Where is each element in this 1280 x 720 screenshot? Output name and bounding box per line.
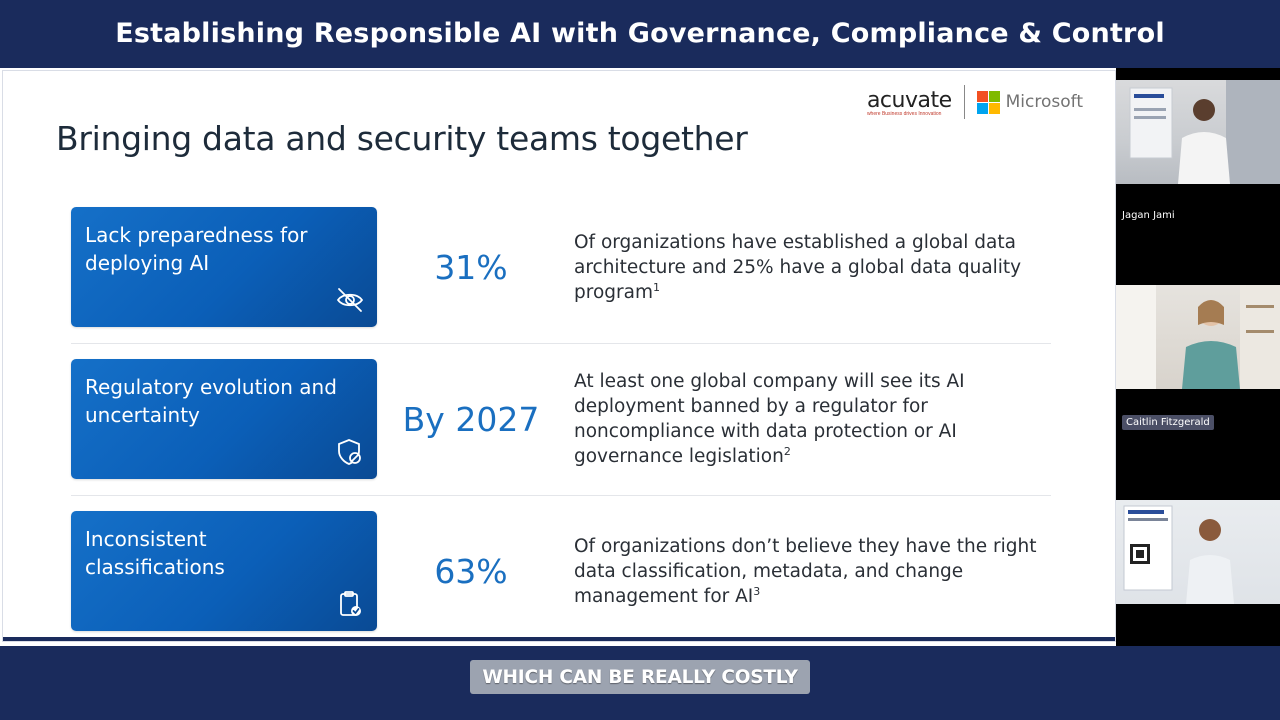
- challenge-card: Inconsistent classifications: [71, 511, 377, 631]
- live-caption: WHICH CAN BE REALLY COSTLY: [470, 660, 810, 694]
- participant-video[interactable]: [1116, 80, 1280, 184]
- shared-slide: acuvate where Business drives Innovation…: [2, 70, 1116, 642]
- description-text: Of organizations have established a glob…: [574, 231, 1022, 303]
- logo-divider: [963, 85, 965, 119]
- microsoft-logo: Microsoft: [976, 90, 1083, 114]
- footnote-ref: 1: [652, 280, 660, 294]
- challenge-card: Regulatory evolution and uncertainty: [71, 359, 377, 479]
- participant-silhouette: [1123, 505, 1234, 604]
- participant-name: Caitlin Fitzgerald: [1122, 415, 1214, 430]
- acuvate-tagline: where Business drives Innovation: [866, 110, 942, 117]
- card-label: Regulatory evolution and uncertainty: [85, 375, 337, 427]
- banner-title: Establishing Responsible AI with Governa…: [115, 17, 1165, 49]
- shield-block-icon: [338, 439, 361, 465]
- card-label: Lack preparedness for deploying AI: [85, 223, 308, 275]
- participant-panel: Jagan Jami Caitlin Fitzgerald: [1116, 68, 1280, 646]
- stat-value: 31%: [434, 247, 508, 287]
- clipboard-check-icon: [340, 591, 361, 616]
- row-divider: [71, 343, 1051, 344]
- acuvate-logo: acuvate where Business drives Innovation: [867, 88, 952, 117]
- slide-title: Bringing data and security teams togethe…: [56, 119, 748, 158]
- top-banner: Establishing Responsible AI with Governa…: [0, 0, 1280, 66]
- stat-row: Lack preparedness for deploying AI 31% O…: [71, 207, 1051, 327]
- stat-row: Inconsistent classifications 63% Of orga…: [71, 511, 1051, 631]
- stat-description: Of organizations have established a glob…: [574, 207, 1044, 327]
- description-text: At least one global company will see its…: [574, 371, 965, 467]
- microsoft-wordmark: Microsoft: [1005, 92, 1083, 112]
- stat-value: By 2027: [402, 399, 540, 439]
- challenge-card: Lack preparedness for deploying AI: [71, 207, 377, 327]
- stat-description: At least one global company will see its…: [574, 359, 1044, 479]
- card-label: Inconsistent classifications: [85, 527, 225, 579]
- acuvate-wordmark: acuvate: [866, 87, 952, 113]
- slide-bottom-rule: [3, 637, 1115, 641]
- footnote-ref: 2: [783, 444, 791, 458]
- participant-video[interactable]: [1116, 500, 1280, 604]
- stat-description: Of organizations don’t believe they have…: [574, 511, 1044, 631]
- description-text: Of organizations don’t believe they have…: [574, 535, 1037, 607]
- eye-slash-icon: [336, 288, 364, 312]
- stat-value: 63%: [434, 551, 508, 591]
- participant-silhouette: [1116, 285, 1280, 389]
- footnote-ref: 3: [753, 584, 761, 598]
- row-divider: [71, 495, 1051, 496]
- microsoft-squares-icon: [976, 90, 1000, 114]
- presentation-frame: acuvate where Business drives Innovation…: [0, 66, 1280, 646]
- participant-silhouette: [1129, 80, 1280, 184]
- participant-name: Jagan Jami: [1122, 210, 1175, 221]
- partner-logos: acuvate where Business drives Innovation…: [867, 85, 1083, 119]
- participant-video[interactable]: [1116, 285, 1280, 389]
- stat-row: Regulatory evolution and uncertainty By …: [71, 359, 1051, 479]
